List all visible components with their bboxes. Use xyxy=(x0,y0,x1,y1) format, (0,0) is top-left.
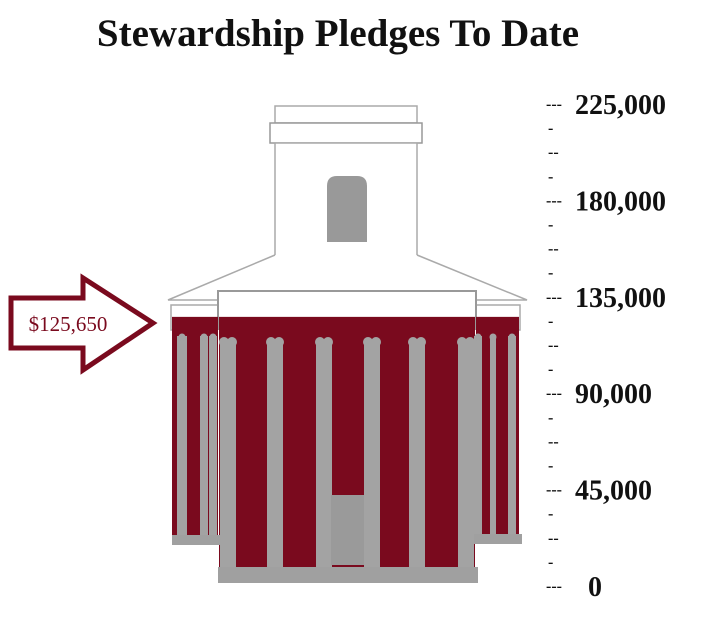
major-tick: --- xyxy=(546,578,562,595)
tower-cornice xyxy=(269,122,423,144)
minor-tick: - xyxy=(548,361,553,378)
major-tick: --- xyxy=(546,289,562,306)
column xyxy=(409,341,425,570)
minor-tick: -- xyxy=(548,530,559,547)
column-capital xyxy=(371,337,381,347)
door xyxy=(331,495,364,565)
minor-tick: - xyxy=(548,554,553,571)
major-tick: --- xyxy=(546,96,562,113)
column-capital xyxy=(315,337,325,347)
tick-label: 45,000 xyxy=(575,476,652,507)
column-capital xyxy=(178,333,186,341)
tower-window xyxy=(327,176,367,242)
minor-tick: - xyxy=(548,265,553,282)
wing-column xyxy=(508,336,516,536)
tick-label: 135,000 xyxy=(575,283,666,314)
columns xyxy=(177,333,516,570)
current-value-label: $125,650 xyxy=(29,312,108,336)
column xyxy=(364,341,380,570)
column-capital xyxy=(474,333,482,341)
column xyxy=(220,341,236,570)
left-wing-base xyxy=(172,535,220,545)
column-capital xyxy=(323,337,333,347)
column-capital xyxy=(209,333,217,341)
major-tick: --- xyxy=(546,482,562,499)
major-tick: --- xyxy=(546,385,562,402)
column-capital xyxy=(489,333,497,341)
column-capital xyxy=(457,337,467,347)
tower-cap xyxy=(274,105,418,124)
column-capital xyxy=(508,333,516,341)
minor-tick: - xyxy=(548,506,553,523)
column-capital xyxy=(274,337,284,347)
tick-label: 0 xyxy=(588,572,602,603)
minor-tick: -- xyxy=(548,144,559,161)
minor-tick: -- xyxy=(548,433,559,450)
column-capital xyxy=(465,337,475,347)
column-capital xyxy=(227,337,237,347)
minor-tick: - xyxy=(548,217,553,234)
chart-title: Stewardship Pledges To Date xyxy=(97,12,579,55)
column-capital xyxy=(266,337,276,347)
y-axis: --- 0------- 45,000------- 90,000------- 135… xyxy=(546,90,666,603)
major-tick: --- xyxy=(546,192,562,209)
column-capital xyxy=(219,337,229,347)
arrow-shape xyxy=(8,273,158,375)
minor-tick: -- xyxy=(548,337,559,354)
column-capital xyxy=(416,337,426,347)
minor-tick: - xyxy=(548,120,553,137)
column xyxy=(267,341,283,570)
column-capital xyxy=(363,337,373,347)
minor-tick: - xyxy=(548,168,553,185)
minor-tick: - xyxy=(548,458,553,475)
tick-label: 90,000 xyxy=(575,379,652,410)
column xyxy=(316,341,332,570)
right-wing-base xyxy=(474,534,522,544)
minor-tick: -- xyxy=(548,241,559,258)
column xyxy=(458,341,474,570)
column-capital xyxy=(200,333,208,341)
tick-label: 180,000 xyxy=(575,186,666,217)
minor-tick: - xyxy=(548,313,553,330)
wing-column xyxy=(177,336,187,536)
wing-column xyxy=(209,336,217,536)
column-capital xyxy=(408,337,418,347)
minor-tick: - xyxy=(548,409,553,426)
wing-column xyxy=(200,336,208,536)
wing-column xyxy=(490,336,496,536)
main-base xyxy=(218,567,478,583)
wing-column xyxy=(474,336,482,536)
value-arrow: $125,650 xyxy=(8,273,158,375)
tick-label: 225,000 xyxy=(575,90,666,121)
